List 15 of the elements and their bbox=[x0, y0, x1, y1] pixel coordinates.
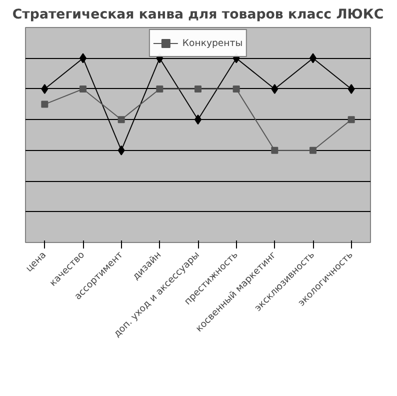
point bbox=[118, 116, 125, 124]
point bbox=[156, 85, 164, 92]
point bbox=[232, 85, 240, 92]
point bbox=[271, 84, 278, 94]
point bbox=[41, 100, 48, 108]
point bbox=[194, 85, 202, 92]
point bbox=[348, 84, 355, 94]
point bbox=[41, 84, 48, 94]
point bbox=[348, 116, 355, 124]
legend-label: Конкуренты bbox=[182, 38, 243, 48]
point bbox=[271, 146, 278, 154]
point bbox=[310, 146, 316, 154]
chart-title: Стратегическая канва для товаров класс ЛЮКС bbox=[12, 8, 384, 22]
point bbox=[118, 145, 125, 156]
point bbox=[80, 85, 86, 92]
